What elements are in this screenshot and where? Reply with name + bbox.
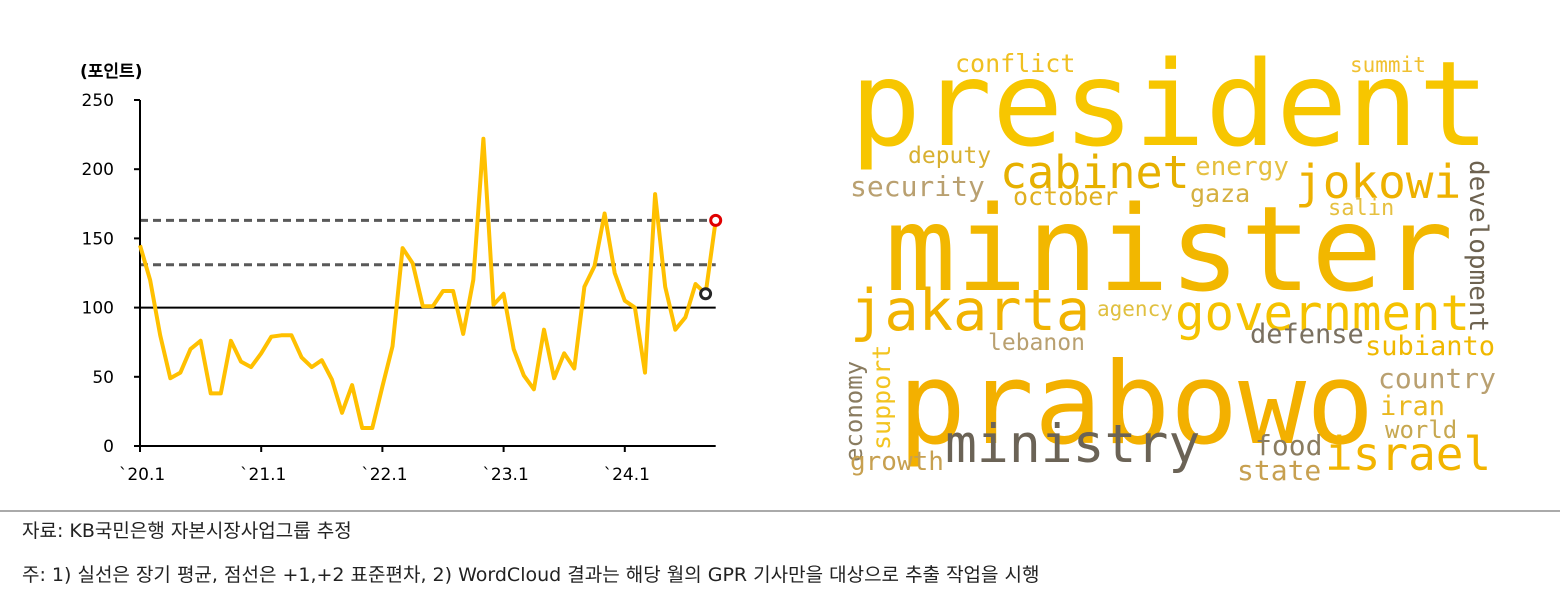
word: defense <box>1250 319 1364 350</box>
word: security <box>850 170 985 203</box>
y-tick-label: 250 <box>82 91 114 111</box>
word: food <box>1255 429 1322 462</box>
note: 주: 1) 실선은 장기 평균, 점선은 +1,+2 표준편차, 2) Word… <box>22 564 1040 586</box>
word: world <box>1385 416 1457 444</box>
y-tick-label: 150 <box>82 229 114 249</box>
x-tick-label: `24.1 <box>604 465 650 485</box>
word: deputy <box>908 143 991 169</box>
highlight-point <box>709 213 723 227</box>
word: president <box>850 35 1489 173</box>
x-tick-label: `20.1 <box>119 465 165 485</box>
x-tick-label: `21.1 <box>240 465 286 485</box>
word: jokowi <box>1295 155 1461 209</box>
word: summit <box>1350 53 1426 77</box>
word: minister <box>885 180 1453 318</box>
source: 자료: KB국민은행 자본시장사업그룹 추정 <box>22 520 352 542</box>
x-tick-label: `23.1 <box>482 465 528 485</box>
y-tick-label: 100 <box>82 299 114 319</box>
word: subianto <box>1365 331 1495 362</box>
word: ministry <box>945 414 1200 475</box>
word: agency <box>1097 297 1173 321</box>
y-tick-label: 200 <box>82 160 114 180</box>
y-tick-label: 0 <box>103 437 114 457</box>
word: cabinet <box>1000 146 1190 199</box>
y-tick-label: 50 <box>92 368 114 388</box>
word: support <box>867 345 896 450</box>
highlight-point <box>699 287 713 301</box>
word: israel <box>1325 427 1491 481</box>
word: jakarta <box>850 278 1090 344</box>
word: government <box>1175 285 1470 342</box>
word: country <box>1378 362 1496 395</box>
word: iran <box>1380 391 1445 422</box>
word: prabowo <box>898 338 1374 470</box>
word: economy <box>840 361 868 462</box>
word: gaza <box>1190 179 1250 208</box>
word: salin <box>1328 196 1394 221</box>
word: lebanon <box>988 330 1085 356</box>
word: development <box>1463 160 1493 332</box>
word: state <box>1237 454 1321 487</box>
word: energy <box>1195 152 1289 182</box>
word: conflict <box>955 49 1075 78</box>
y-axis-label: (포인트) <box>80 62 142 82</box>
x-tick-label: `22.1 <box>361 465 407 485</box>
series-line <box>138 136 718 430</box>
word: growth <box>850 447 944 477</box>
word: october <box>1013 182 1118 211</box>
